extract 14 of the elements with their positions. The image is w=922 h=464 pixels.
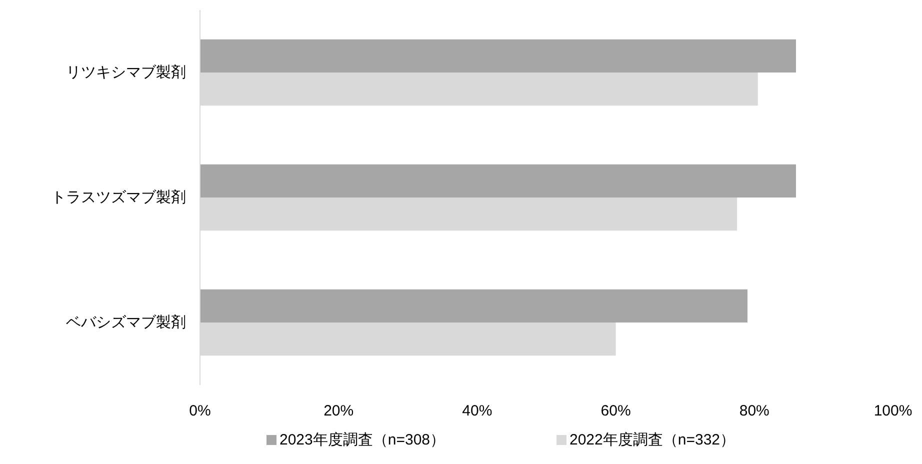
y-tick-label: リツキシマブ製剤 (66, 64, 186, 81)
x-tick-label: 0% (189, 402, 211, 420)
legend-label: 2023年度調査（n=308） (280, 432, 445, 448)
y-tick-label: ベバシズマブ製剤 (66, 314, 186, 331)
y-tick-label: トラスツズマブ製剤 (51, 189, 186, 206)
x-tick-label: 40% (462, 402, 492, 420)
bar (200, 289, 748, 322)
x-tick-label: 100% (874, 402, 912, 420)
bar (200, 39, 796, 72)
x-tick-label: 20% (324, 402, 354, 420)
x-tick-label: 60% (600, 402, 631, 420)
bar (200, 164, 796, 198)
legend-label: 2022年度調査（n=332） (570, 432, 735, 448)
x-tick-label: 80% (739, 402, 770, 420)
